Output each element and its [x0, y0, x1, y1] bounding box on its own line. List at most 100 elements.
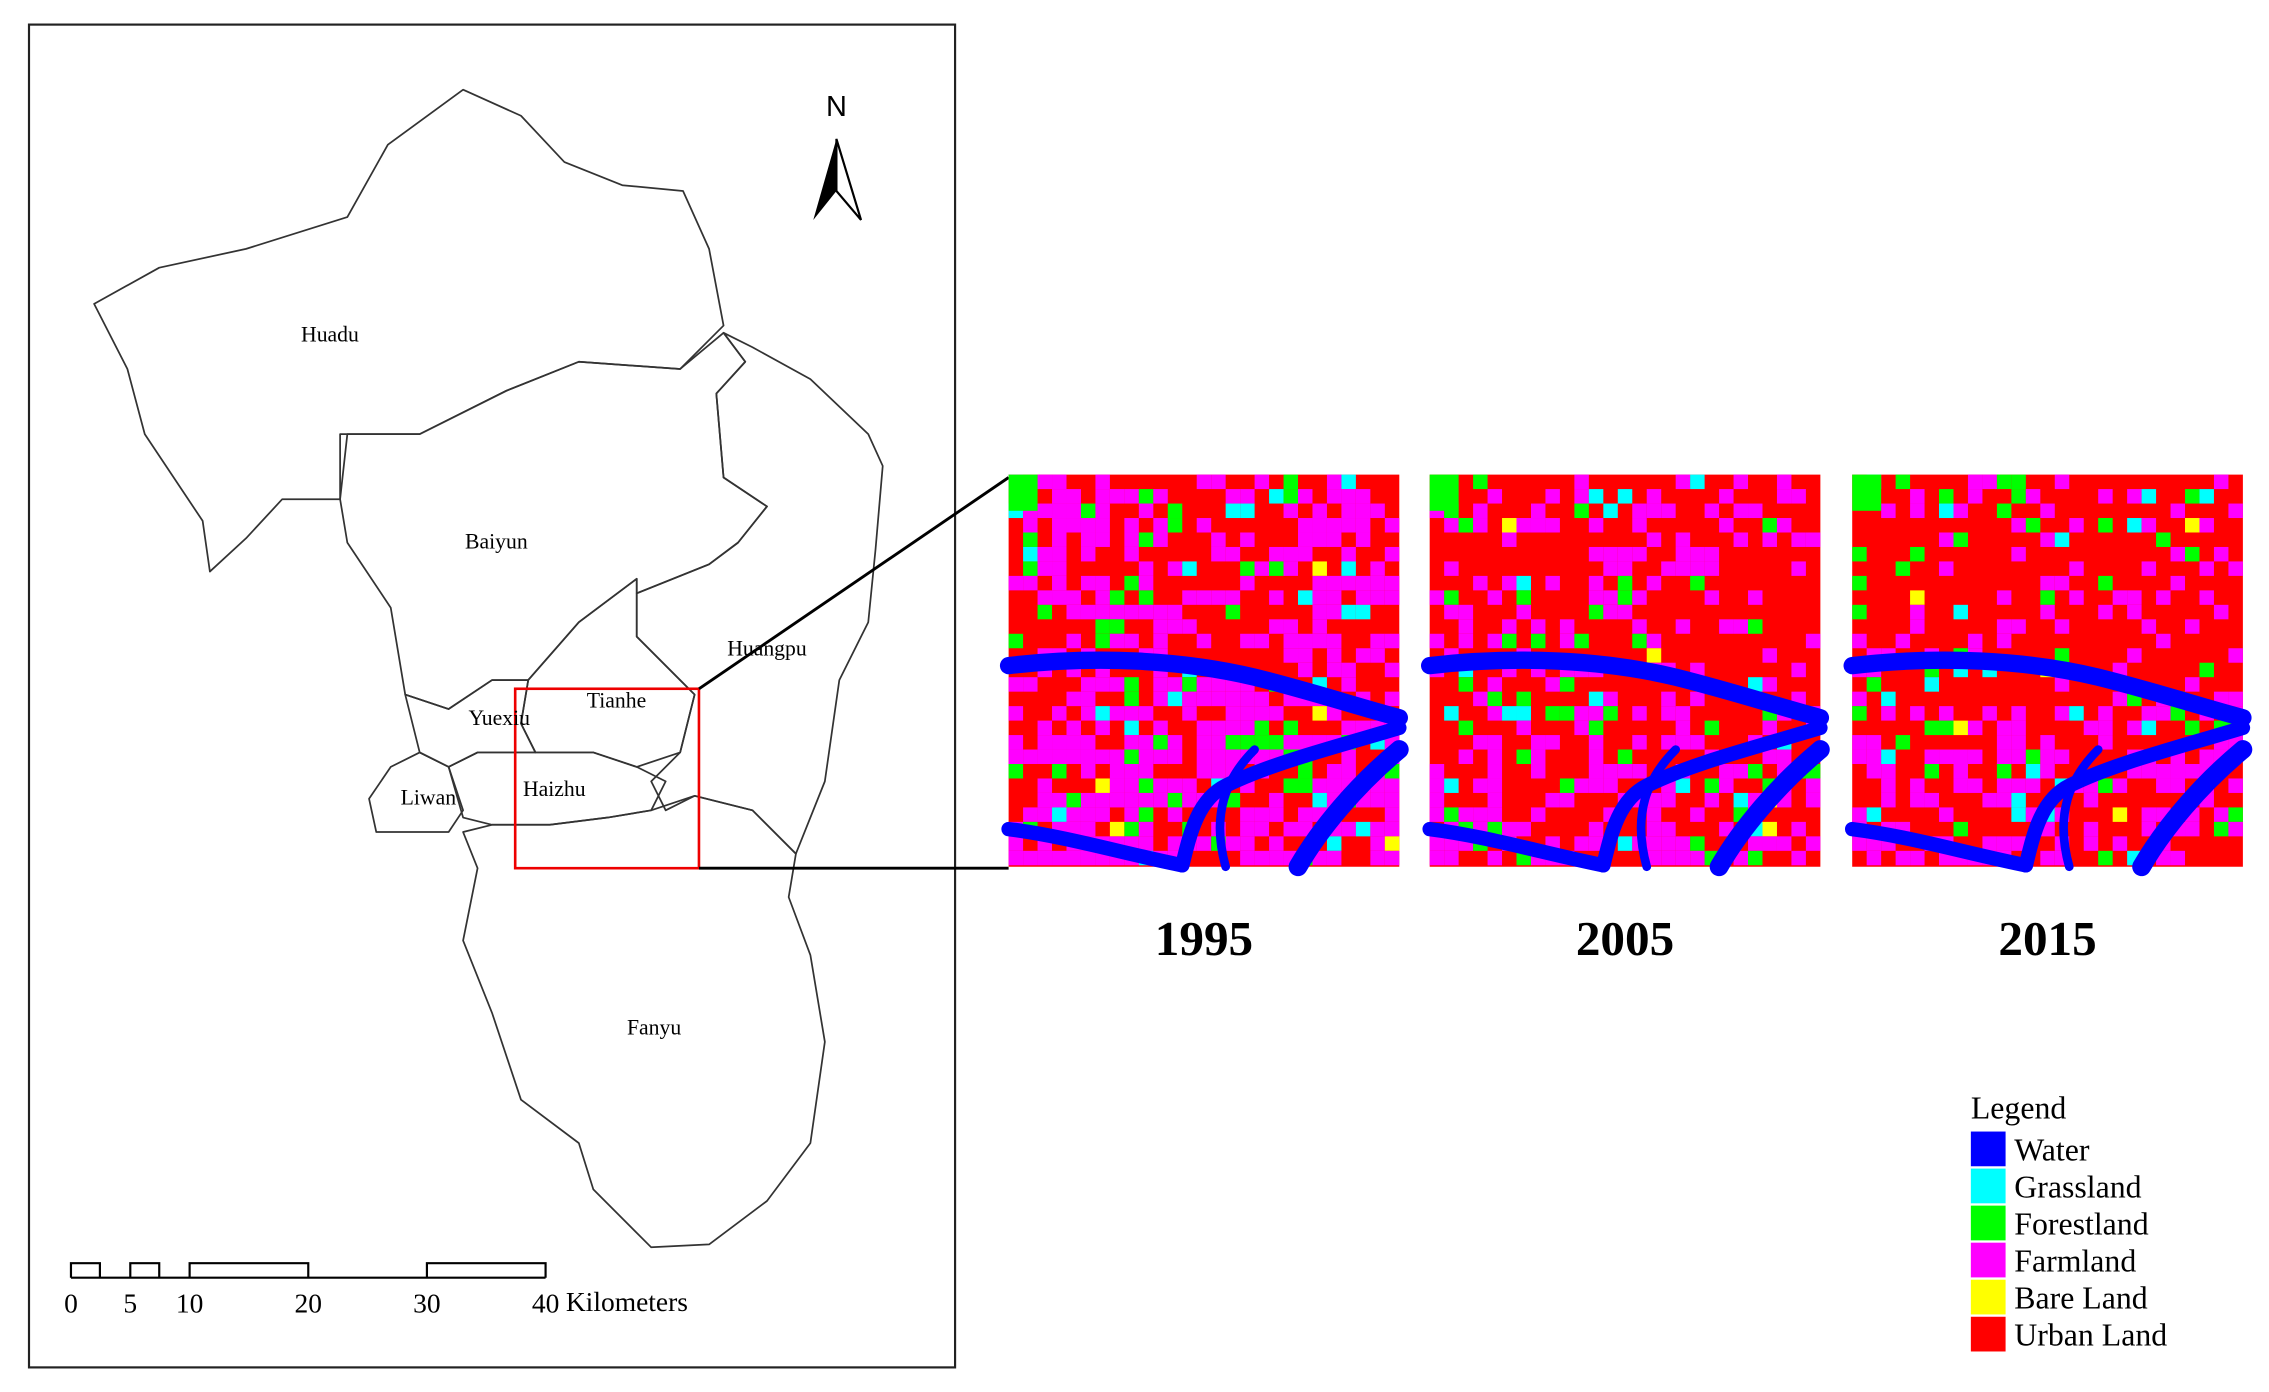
land-cell: [1881, 792, 1896, 808]
land-cell: [2040, 735, 2055, 750]
land-cell: [1574, 706, 1589, 721]
land-cell: [1458, 633, 1474, 649]
land-cell: [2199, 749, 2214, 765]
land-cell: [1661, 735, 1676, 750]
land-cell: [1080, 735, 1096, 750]
legend-swatch: [1970, 1242, 2006, 1278]
land-cell: [1008, 764, 1024, 779]
land-cell: [1574, 778, 1589, 793]
land-cell: [1661, 691, 1676, 707]
land-cell: [1225, 590, 1241, 605]
land-cell: [1269, 706, 1284, 721]
arrow-left: [813, 138, 837, 220]
land-cell: [2228, 821, 2243, 837]
land-cell: [1023, 749, 1038, 765]
land-cell: [1326, 518, 1342, 533]
land-cell: [1776, 489, 1792, 504]
land-cell: [1341, 720, 1356, 736]
land-cell: [1516, 604, 1531, 620]
land-cell: [1254, 561, 1270, 576]
land-cell: [1632, 735, 1647, 750]
fanyu-outline: [462, 794, 826, 1249]
land-cell: [1384, 662, 1400, 678]
land-cell: [1617, 836, 1633, 851]
land-cell: [1603, 546, 1618, 562]
land-cell: [2011, 836, 2026, 851]
land-cell: [2213, 821, 2229, 837]
huadu-outline: [93, 88, 725, 573]
land-cell: [2112, 590, 2128, 605]
land-cell: [2112, 807, 2128, 822]
land-cell: [1939, 807, 1954, 822]
land-cell: [2040, 532, 2055, 547]
land-cell: [1530, 619, 1546, 634]
land-cell: [1733, 619, 1749, 634]
land-cell: [1866, 850, 1882, 866]
land-cell: [1153, 720, 1168, 736]
land-cell: [1008, 836, 1024, 851]
land-cell: [1052, 807, 1067, 822]
land-cell: [2112, 836, 2128, 851]
land-cell: [1953, 503, 1968, 519]
land-cell: [1023, 546, 1038, 562]
land-cell: [1473, 807, 1488, 822]
land-cell: [2170, 764, 2186, 779]
land-cell: [1996, 764, 2012, 779]
land-cell: [1370, 836, 1385, 851]
land-cell: [1124, 764, 1139, 779]
land-cell: [1196, 691, 1212, 707]
river: [1636, 745, 1681, 872]
land-cell: [1341, 575, 1356, 591]
land-cell: [1704, 590, 1720, 605]
land-cell: [1924, 792, 1940, 808]
land-cell: [1037, 850, 1053, 866]
land-cell: [1283, 648, 1299, 663]
land-cell: [2156, 706, 2171, 721]
land-cell: [1008, 633, 1024, 649]
land-cell: [1167, 604, 1183, 620]
land-cell: [1052, 575, 1067, 591]
land-cell: [2040, 575, 2055, 591]
land-cell: [1023, 850, 1038, 866]
land-cell: [1138, 604, 1154, 620]
land-cell: [1211, 735, 1226, 750]
land-cell: [1095, 604, 1110, 620]
land-cell: [1211, 590, 1226, 605]
land-cell: [1196, 633, 1212, 649]
land-cell: [1588, 821, 1604, 837]
land-cell: [1646, 489, 1662, 504]
land-cell: [2069, 561, 2084, 576]
land-cell: [1312, 706, 1327, 721]
land-cell: [1384, 590, 1400, 605]
land-cell: [2141, 619, 2157, 634]
land-cell: [1559, 792, 1575, 808]
land-cell: [1240, 706, 1255, 721]
land-cell: [1502, 821, 1517, 837]
land-cell: [1953, 749, 1968, 765]
land-cell: [1211, 546, 1226, 562]
land-cell: [2054, 749, 2070, 765]
land-cell: [2141, 807, 2157, 822]
land-cell: [1924, 749, 1940, 765]
land-cell: [1675, 561, 1691, 576]
land-cell: [1429, 633, 1445, 649]
land-cell: [1516, 720, 1531, 736]
land-cell: [1312, 503, 1327, 519]
land-cell: [1953, 764, 1968, 779]
land-cell: [1225, 546, 1241, 562]
scale-bar: 0 5 10 20 30 40 Kilometers: [64, 1262, 688, 1318]
land-cell: [1225, 836, 1241, 851]
land-cell: [1182, 706, 1197, 721]
land-cell: [1487, 749, 1503, 765]
land-cell: [1588, 575, 1604, 591]
land-cell: [2040, 590, 2055, 605]
land-cell: [1748, 590, 1763, 605]
land-cell: [1066, 749, 1081, 765]
land-cell: [1196, 677, 1212, 692]
land-cell: [1690, 807, 1705, 822]
land-cell: [1109, 489, 1125, 504]
land-cell: [1023, 561, 1038, 576]
land-cell: [1996, 836, 2012, 851]
land-cell: [2170, 503, 2186, 519]
land-cell: [1080, 764, 1096, 779]
